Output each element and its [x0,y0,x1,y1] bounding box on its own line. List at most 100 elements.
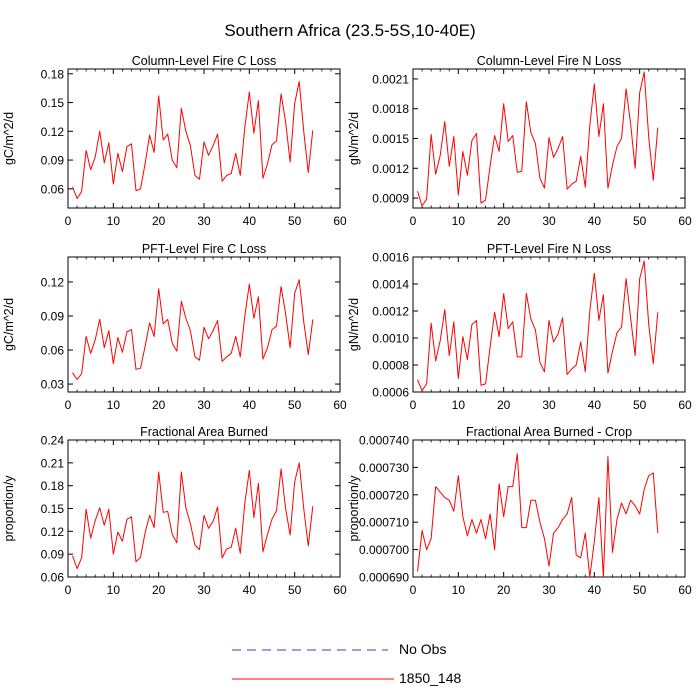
panel-3-ytick-label: 0.06 [41,344,65,358]
panel-3-ytick-label: 0.03 [41,378,65,392]
panel-2-series-line [417,71,659,207]
panel-3-frame [67,256,341,393]
panel-2-ytick-label: 0.0018 [372,102,409,116]
panel-2-xtick-label: 10 [452,214,466,228]
panel-6-ylabel: proportion/y [347,475,361,542]
panel-6-ytick-label: 0.000730 [359,461,409,475]
panel-1-xtick-label: 10 [107,214,121,228]
panel-5-xtick-label: 30 [197,583,211,597]
panel-2-xtick-label: 20 [497,214,511,228]
panel-6-series-line [417,453,659,578]
panel-6-xtick-label: 30 [542,583,556,597]
panel-5-xtick-label: 60 [333,583,347,597]
panel-1-series-line [72,80,314,199]
panel-6-title: Fractional Area Burned - Crop [466,425,632,439]
panel-4-xtick-label: 60 [678,398,692,412]
panel-3-xtick-label: 40 [243,398,257,412]
panel-3-xtick-label: 20 [152,398,166,412]
panel-3-ytick-label: 0.09 [41,309,65,323]
panel-2-xtick-label: 60 [678,214,692,228]
panel-6-xtick-label: 10 [452,583,466,597]
panel-1-ytick-label: 0.18 [41,67,65,81]
panel-6-ytick-label: 0.000700 [359,543,409,557]
panel-6-ytick-label: 0.000690 [359,571,409,585]
panel-4-xtick-label: 50 [633,398,647,412]
panel-2-xtick-label: 30 [542,214,556,228]
panel-5-frame [67,439,341,578]
panel-4-xtick-label: 20 [497,398,511,412]
panel-1-xtick-label: 60 [333,214,347,228]
panel-4-ytick-label: 0.0014 [372,278,409,292]
panel-5-xtick-label: 0 [65,583,72,597]
panel-2-ytick-label: 0.0009 [372,192,409,206]
panel-6-xtick-label: 40 [588,583,602,597]
panel-6-ytick-label: 0.000720 [359,488,409,502]
panel-5-ytick-label: 0.21 [41,456,65,470]
panel-6-xtick-label: 60 [678,583,692,597]
panel-1-xtick-label: 0 [65,214,72,228]
panel-2-xtick-label: 0 [410,214,417,228]
panel-3-xtick-label: 50 [288,398,302,412]
panel-5-xtick-label: 20 [152,583,166,597]
panel-1-xtick-label: 40 [243,214,257,228]
panel-5-xtick-label: 10 [107,583,121,597]
panel-6-ytick-label: 0.000740 [359,434,409,448]
panel-4-xtick-label: 30 [542,398,556,412]
panel-1-ylabel: gC/m^2/d [2,112,16,165]
panel-4-xtick-label: 40 [588,398,602,412]
panel-1-ytick-label: 0.15 [41,96,65,110]
panel-4-ylabel: gN/m^2/d [347,298,361,351]
panel-5-ylabel: proportion/y [2,475,16,542]
panel-5-ytick-label: 0.06 [41,571,65,585]
panel-5-ytick-label: 0.18 [41,479,65,493]
panel-5-ytick-label: 0.24 [41,434,65,448]
panel-2-ytick-label: 0.0015 [372,132,409,146]
panel-6-xtick-label: 0 [410,583,417,597]
panel-4-title: PFT-Level Fire N Loss [487,242,611,256]
panel-3-xtick-label: 30 [197,398,211,412]
panel-2-ytick-label: 0.0012 [372,162,409,176]
panel-3-xtick-label: 10 [107,398,121,412]
panel-6-xtick-label: 50 [633,583,647,597]
panel-3-ylabel: gC/m^2/d [2,298,16,351]
panel-5-ytick-label: 0.09 [41,548,65,562]
panel-5-ytick-label: 0.12 [41,525,65,539]
panel-1-frame [67,68,341,209]
panel-5-title: Fractional Area Burned [140,425,268,439]
figure-title: Southern Africa (23.5-5S,10-40E) [224,21,476,40]
panel-2-xtick-label: 50 [633,214,647,228]
panel-1-ytick-label: 0.06 [41,182,65,196]
panel-1-ytick-label: 0.12 [41,125,65,139]
panel-5-xtick-label: 50 [288,583,302,597]
panel-6-ytick-label: 0.000710 [359,516,409,530]
panel-1-xtick-label: 30 [197,214,211,228]
panel-3-xtick-label: 60 [333,398,347,412]
panel-2-ytick-label: 0.0021 [372,72,409,86]
panel-5-ytick-label: 0.15 [41,502,65,516]
panel-4-ytick-label: 0.0016 [372,251,409,265]
panel-3-title: PFT-Level Fire C Loss [142,242,266,256]
panel-1-title: Column-Level Fire C Loss [132,54,277,68]
panel-4-xtick-label: 10 [452,398,466,412]
panel-4-ytick-label: 0.0012 [372,305,409,319]
panel-4-ytick-label: 0.0006 [372,386,409,400]
panel-6-xtick-label: 20 [497,583,511,597]
panel-1-ytick-label: 0.09 [41,154,65,168]
panel-4-series-line [417,260,659,392]
panel-4-ytick-label: 0.0008 [372,359,409,373]
panel-2-xtick-label: 40 [588,214,602,228]
panel-3-ytick-label: 0.12 [41,275,65,289]
panel-5-series-line [72,462,314,570]
panel-4-xtick-label: 0 [410,398,417,412]
panel-3-xtick-label: 0 [65,398,72,412]
panel-3-series-line [72,279,314,381]
panel-1-xtick-label: 50 [288,214,302,228]
panel-4-ytick-label: 0.0010 [372,332,409,346]
panel-2-title: Column-Level Fire N Loss [477,54,622,68]
legend-label-no-obs: No Obs [399,641,447,657]
panel-1-xtick-label: 20 [152,214,166,228]
panel-2-ylabel: gN/m^2/d [347,112,361,165]
panel-5-xtick-label: 40 [243,583,257,597]
